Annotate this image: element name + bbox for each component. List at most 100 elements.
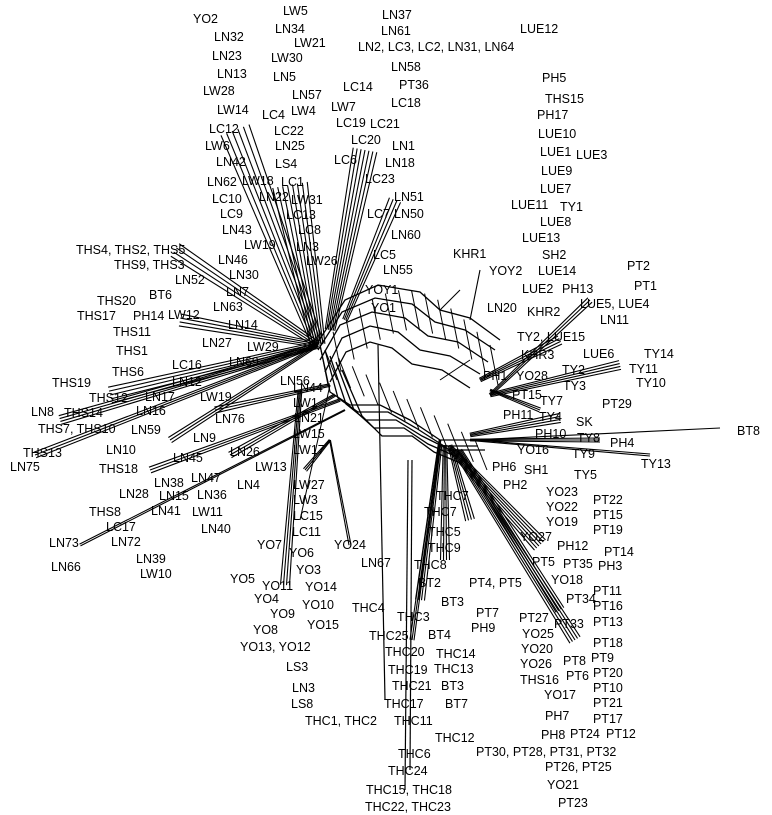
network-edge	[479, 338, 560, 380]
network-edge	[277, 187, 314, 346]
taxon-label: LW7	[331, 100, 356, 114]
network-edge	[179, 321, 318, 347]
taxon-label: YO27	[520, 530, 552, 544]
taxon-label: PT15	[593, 508, 623, 522]
taxon-label: YOY1	[365, 283, 399, 297]
taxon-label: LC18	[391, 96, 421, 110]
taxon-label: LN9	[193, 431, 216, 445]
network-edge	[288, 390, 303, 586]
network-edge	[319, 344, 329, 386]
taxon-label: BT3	[441, 595, 464, 609]
taxon-label: PT5	[532, 555, 555, 569]
network-edge	[272, 187, 312, 347]
taxon-label: PT30, PT28, PT31, PT32	[476, 745, 617, 759]
taxon-label: PT21	[593, 696, 623, 710]
taxon-label: PT11	[593, 584, 622, 598]
network-edge	[214, 384, 331, 411]
taxon-label: TY8	[577, 431, 600, 445]
taxon-label: LS3	[286, 660, 309, 674]
network-edge	[351, 366, 365, 397]
network-edge	[417, 444, 440, 600]
taxon-label: YO22	[546, 500, 578, 514]
network-edge	[169, 344, 319, 441]
taxon-label: TY9	[572, 447, 595, 461]
network-edge	[433, 415, 447, 446]
taxon-label: LN51	[394, 190, 424, 204]
taxon-label: LN47	[191, 471, 221, 485]
taxon-label: LW19	[244, 238, 276, 252]
taxon-label: LN16	[136, 404, 166, 418]
taxon-label: THS14	[64, 406, 103, 420]
taxon-label: PT35	[563, 557, 593, 571]
network-edge	[469, 415, 560, 435]
network-edge	[329, 341, 471, 389]
taxon-label: PT24	[570, 727, 600, 741]
network-edge	[79, 409, 346, 545]
taxon-label: LN60	[391, 228, 421, 242]
taxon-label: LN58	[391, 60, 421, 74]
network-edge	[285, 390, 302, 586]
taxon-label: LW4	[291, 104, 316, 118]
taxon-label: PH4	[610, 436, 635, 450]
taxon-label: YO5	[230, 572, 256, 586]
network-edge	[214, 383, 330, 408]
taxon-label: THC17	[384, 697, 424, 711]
taxon-label: LN30	[229, 268, 259, 282]
network-edge	[384, 293, 394, 334]
taxon-label: PT18	[593, 636, 623, 650]
network-edge	[423, 445, 443, 601]
taxon-label: LN40	[201, 522, 231, 536]
taxon-label: PT15	[512, 388, 542, 402]
taxon-label: PT27	[519, 611, 549, 625]
network-edge	[178, 243, 320, 343]
network-edge	[338, 357, 352, 389]
taxon-label: LN42	[216, 155, 246, 169]
network-edge	[345, 200, 398, 321]
taxon-label: TY14	[644, 347, 674, 361]
network-edge	[150, 400, 341, 474]
network-edge	[108, 341, 318, 388]
taxon-label: LN18	[385, 156, 415, 170]
taxon-label: LN14	[228, 318, 258, 332]
network-edge	[178, 325, 318, 348]
network-edge	[317, 297, 496, 351]
taxon-label: LW13	[255, 460, 287, 474]
network-edge	[424, 293, 434, 334]
network-edge	[329, 439, 350, 546]
network-edge	[413, 440, 442, 641]
network-edge	[176, 247, 319, 345]
network-edge	[59, 343, 318, 420]
network-edge	[377, 344, 386, 701]
taxon-label: LUE13	[522, 231, 561, 245]
taxon-label: LW6	[205, 139, 230, 153]
network-edge	[319, 311, 489, 363]
taxon-label: THC7	[424, 505, 457, 519]
taxon-label: LW12	[168, 308, 200, 322]
taxon-label: THC3	[397, 610, 430, 624]
taxon-label: PH6	[492, 460, 517, 474]
network-edge	[460, 431, 474, 463]
taxon-label: PT17	[593, 712, 623, 726]
taxon-label: PT14	[604, 545, 634, 559]
taxon-label: THS6	[112, 365, 144, 379]
taxon-label: LN7	[226, 285, 249, 299]
network-edge	[301, 182, 324, 345]
taxon-label: PT6	[566, 669, 589, 683]
taxon-label: LN37	[382, 8, 412, 22]
taxon-label: LUE8	[540, 215, 572, 229]
network-edge	[326, 148, 358, 330]
taxon-label: PT36	[399, 78, 429, 92]
taxon-label: LUE9	[541, 164, 573, 178]
network-edge	[324, 349, 338, 381]
taxon-label: YO2	[193, 12, 219, 26]
taxon-label: THS15	[545, 92, 584, 106]
taxon-label: LN10	[106, 443, 136, 457]
taxon-label: THC9	[428, 541, 461, 555]
taxon-label: LC4	[262, 108, 285, 122]
taxon-label: YO8	[253, 623, 279, 637]
network-edge	[439, 289, 461, 311]
network-edge	[282, 186, 316, 346]
taxon-label: LUE1	[540, 145, 572, 159]
network-edge	[480, 340, 561, 382]
